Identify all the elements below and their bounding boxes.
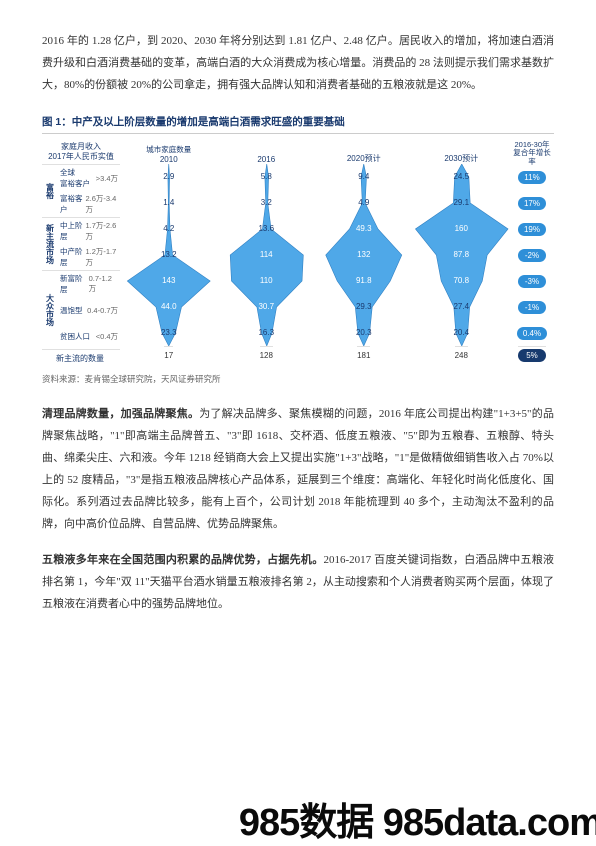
chart-body: 家庭月收入2017年人民币实值富裕全球富裕客户>3.4万富裕客户2.6万-3.4…: [42, 140, 554, 367]
figure-1: 图 1：中产及以上阶层数量的增加是高端白酒需求旺盛的重要基础 家庭月收入2017…: [42, 110, 554, 385]
para2-lead: 清理品牌数量，加强品牌聚焦。: [42, 408, 199, 420]
paragraph-3: 五粮液多年来在全国范围内积累的品牌优势，占据先机。2016-2017 百度关键词…: [42, 549, 554, 615]
para2-body: 为了解决品牌多、聚焦模糊的问题，2016 年底公司提出构建"1+3+5"的品牌聚…: [42, 408, 554, 530]
chart-title: 图 1：中产及以上阶层数量的增加是高端白酒需求旺盛的重要基础: [42, 110, 554, 134]
watermark: 985数据 985data.com: [239, 791, 596, 846]
chart-source: 资料来源：麦肯锡全球研究院，天风证券研究所: [42, 373, 554, 385]
paragraph-2: 清理品牌数量，加强品牌聚焦。为了解决品牌多、聚焦模糊的问题，2016 年底公司提…: [42, 403, 554, 535]
left-header: 家庭月收入2017年人民币实值: [42, 140, 120, 164]
intro-paragraph: 2016 年的 1.28 亿户，到 2020、2030 年将分别达到 1.81 …: [42, 30, 554, 96]
para3-lead: 五粮液多年来在全国范围内积累的品牌优势，占据先机。: [42, 554, 323, 566]
